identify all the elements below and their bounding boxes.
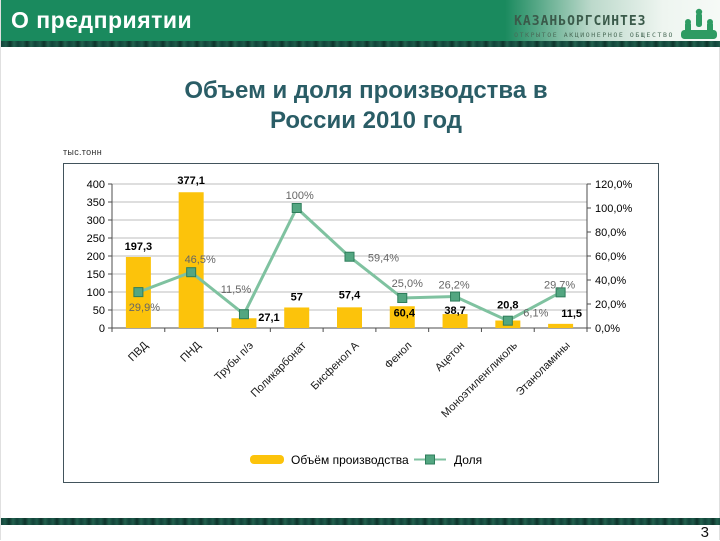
- legend-bar-label: Объём производства: [291, 453, 409, 467]
- header-texture-stripe: [1, 41, 720, 47]
- bar: [442, 314, 468, 328]
- chart-area: 400 350 300 250 200 150 100 50 0 120,0% 100,0% 80,0…: [63, 163, 659, 483]
- bar-value-label: 377,1: [177, 175, 205, 187]
- line-value-label: 25,0%: [392, 278, 423, 290]
- line-marker: [238, 309, 249, 320]
- bar-value-label: 60,4: [394, 307, 416, 319]
- header-background: [1, 0, 720, 41]
- bar-value-label: 27,1: [258, 312, 279, 324]
- legend-line-label: Доля: [454, 453, 482, 467]
- company-subtitle: ОТКРЫТОЕ АКЦИОНЕРНОЕ ОБЩЕСТВО: [514, 31, 674, 39]
- page-number: 3: [700, 524, 709, 541]
- legend-line-marker: [425, 454, 435, 465]
- line-value-label: 6,1%: [523, 308, 548, 320]
- line-marker: [291, 203, 302, 213]
- units-label: тыс.тонн: [63, 147, 102, 157]
- line-marker: [502, 315, 513, 326]
- bar-value-label: 11,5: [561, 308, 582, 320]
- left-axis-tick-label: 50: [93, 305, 105, 317]
- bar-value-label: 57,4: [339, 289, 361, 301]
- line-value-label: 29,7%: [544, 279, 575, 291]
- left-axis-tick-label: 150: [87, 269, 105, 281]
- line-marker: [186, 267, 197, 278]
- category-label: Бисфенол А: [309, 339, 362, 392]
- left-axis-tick-label: 350: [87, 197, 105, 209]
- bar-value-label: 20,8: [497, 300, 518, 312]
- company-logo: КАЗАНЬОРГСИНТЕЗ ОТКРЫТОЕ АКЦИОНЕРНОЕ ОБЩ…: [514, 7, 717, 46]
- left-axis-tick-label: 200: [87, 251, 105, 263]
- right-axis-tick-label: 120,0%: [595, 179, 633, 191]
- footer-texture-stripe: [1, 518, 720, 525]
- chart-title: Объем и доля производства в России 2010 …: [61, 76, 671, 136]
- line-value-label: 11,5%: [221, 284, 252, 296]
- bar: [548, 323, 574, 328]
- left-axis-tick-label: 100: [87, 287, 105, 299]
- slide-section-title: О предприятии: [11, 7, 193, 33]
- company-logo-text: КАЗАНЬОРГСИНТЕЗ ОТКРЫТОЕ АКЦИОНЕРНОЕ ОБЩ…: [514, 14, 674, 39]
- category-label: Ацетон: [433, 340, 467, 374]
- left-axis-tick-label: 0: [99, 323, 105, 335]
- bar: [231, 318, 257, 328]
- line-marker: [344, 251, 355, 262]
- bar-value-label: 38,7: [444, 305, 465, 317]
- legend-bar-swatch: [250, 455, 284, 464]
- left-axis-tick-label: 400: [87, 179, 105, 191]
- category-label: ПНД: [178, 339, 203, 364]
- line-marker: [450, 291, 461, 302]
- chart-title-line-1: Объем и доля производства в: [184, 77, 548, 104]
- category-label: Трубы п/э: [213, 339, 257, 383]
- category-label: Этаноламины: [514, 340, 573, 399]
- category-label: Фенол: [383, 340, 415, 372]
- line-value-label: 59,4%: [368, 253, 399, 265]
- bar: [284, 307, 310, 328]
- combo-chart: 400 350 300 250 200 150 100 50 0 120,0% 100,0% 80,0…: [87, 175, 633, 467]
- line-value-label: 29,9%: [129, 302, 160, 314]
- line-marker: [133, 287, 144, 298]
- bar: [337, 307, 362, 328]
- category-label: ПВД: [126, 339, 151, 364]
- line-marker: [555, 287, 566, 298]
- right-axis-tick-label: 60,0%: [595, 251, 626, 263]
- plant-towers-icon: [679, 7, 717, 46]
- right-axis-tick-label: 20,0%: [595, 299, 626, 311]
- right-axis-tick-label: 100,0%: [595, 203, 633, 215]
- left-axis-tick-label: 300: [87, 215, 105, 227]
- company-name: КАЗАНЬОРГСИНТЕЗ: [514, 14, 647, 29]
- bar: [389, 306, 415, 328]
- right-axis-tick-label: 40,0%: [595, 275, 626, 287]
- right-axis-tick-label: 0,0%: [595, 323, 620, 335]
- category-label: Поликарбонат: [249, 340, 309, 400]
- bar-value-label: 197,3: [125, 241, 153, 253]
- line-value-label: 46,5%: [185, 254, 216, 266]
- bar-value-label: 57: [291, 291, 303, 303]
- header-bar: О предприятии КАЗАНЬОРГСИНТЕЗ ОТКРЫТОЕ А…: [1, 0, 720, 47]
- line-value-label: 26,2%: [438, 280, 469, 292]
- line-value-label: 100%: [286, 190, 314, 202]
- bar: [178, 192, 204, 328]
- right-axis-tick-label: 80,0%: [595, 227, 626, 239]
- chart-title-line-2: России 2010 год: [270, 107, 462, 134]
- line-marker: [397, 293, 408, 303]
- left-axis-tick-label: 250: [87, 233, 105, 245]
